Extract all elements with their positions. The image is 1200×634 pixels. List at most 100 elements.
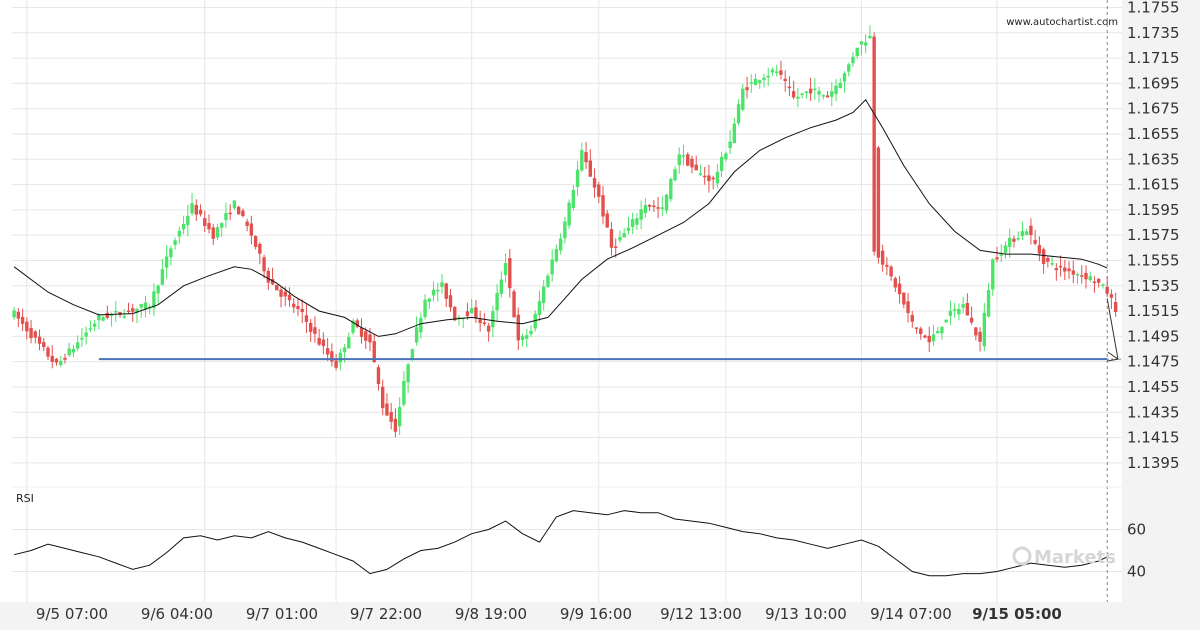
candle-bearish: [25, 321, 29, 332]
candle-bearish: [266, 270, 271, 283]
candle-bullish: [186, 215, 190, 226]
rsi-line: [13, 510, 1108, 577]
time-tick-label: 9/12 13:00: [660, 605, 742, 623]
time-tick-label: 9/6 04:00: [141, 605, 213, 623]
candle-bearish: [512, 291, 516, 318]
candle-bearish: [203, 218, 207, 227]
candle-bearish: [1109, 294, 1114, 298]
candle-bullish: [122, 316, 126, 318]
candle-bullish: [724, 153, 728, 160]
price-tick-label: 1.1675: [1127, 100, 1180, 118]
price-tick-label: 1.1595: [1127, 201, 1180, 219]
candle-bullish: [533, 313, 537, 329]
candle-bullish: [414, 327, 419, 343]
time-label-current: 9/15 05:00: [972, 605, 1062, 623]
candle-bearish: [779, 70, 783, 75]
candle-bullish: [563, 221, 567, 239]
candle-bullish: [775, 71, 779, 73]
candle-bearish: [325, 348, 330, 355]
candle-bearish: [304, 315, 309, 322]
candle-bullish: [800, 93, 804, 95]
candle-bearish: [241, 210, 245, 216]
candle-bullish: [397, 406, 402, 427]
candle-bullish: [440, 282, 444, 287]
price-tick-label: 1.1495: [1127, 327, 1180, 345]
candle-bearish: [707, 175, 711, 182]
candle-bearish: [258, 243, 262, 254]
price-tick-label: 1.1415: [1127, 429, 1180, 447]
candle-bearish: [923, 335, 927, 338]
candle-bearish: [787, 86, 792, 89]
candle-bearish: [919, 328, 923, 335]
candle-bullish: [1020, 231, 1025, 236]
candle-bearish: [482, 322, 487, 324]
candle-bearish: [393, 418, 398, 432]
candle-bullish: [567, 202, 571, 226]
candle-bearish: [825, 95, 830, 98]
time-tick-label: 9/7 22:00: [350, 605, 422, 623]
forecast-arrow-head: [1106, 351, 1120, 362]
time-tick-label: 9/5 07:00: [36, 605, 108, 623]
candle-bullish: [626, 227, 631, 231]
candle-bearish: [914, 327, 919, 329]
candle-bullish: [410, 349, 415, 359]
candle-bullish: [1101, 284, 1105, 286]
candle-bullish: [736, 104, 741, 124]
candle-bearish: [50, 355, 54, 362]
candle-bearish: [893, 278, 898, 288]
candle-bearish: [317, 337, 321, 345]
candle-bullish: [952, 309, 957, 311]
candle-bearish: [33, 331, 37, 338]
candle-bullish: [499, 279, 504, 294]
candle-bullish: [758, 80, 762, 84]
candle-bullish: [999, 254, 1003, 257]
candle-bearish: [1033, 240, 1037, 244]
candle-bearish: [686, 154, 690, 166]
candle-bearish: [702, 175, 707, 178]
candle-bullish: [749, 82, 753, 84]
candle-bullish: [402, 380, 406, 405]
candle-bullish: [986, 290, 991, 317]
candle-bullish: [114, 311, 118, 313]
price-tick-label: 1.1475: [1127, 353, 1180, 371]
moving-average: [13, 98, 1108, 337]
candle-bearish: [253, 235, 258, 247]
candle-bullish: [821, 95, 826, 97]
candle-bullish: [342, 347, 347, 353]
candle-bullish: [546, 275, 550, 287]
candle-bearish: [37, 336, 42, 344]
candle-bullish: [804, 91, 809, 93]
candle-bullish: [643, 205, 648, 214]
candle-bullish: [575, 169, 580, 187]
rsi-panel: [12, 486, 1122, 577]
candle-bullish: [338, 352, 343, 363]
candle-bearish: [308, 322, 313, 332]
candle-bullish: [719, 156, 724, 171]
candle-bearish: [245, 221, 249, 226]
candle-bearish: [364, 331, 368, 341]
candle-bearish: [978, 331, 982, 342]
candle-bearish: [597, 184, 601, 197]
candle-bearish: [974, 327, 978, 336]
candle-bullish: [1050, 263, 1054, 265]
candle-bullish: [753, 78, 758, 86]
time-axis-background: [0, 602, 1200, 630]
candle-bearish: [584, 152, 588, 163]
candle-bullish: [635, 218, 639, 225]
candle-bullish: [630, 219, 635, 227]
candle-bearish: [614, 246, 618, 248]
candle-bearish: [745, 87, 749, 91]
candle-bearish: [198, 209, 203, 215]
candle-bullish: [431, 289, 436, 296]
candle-bearish: [783, 78, 787, 82]
watermark-icon: [1012, 546, 1032, 566]
candle-bearish: [486, 325, 491, 332]
candle-bearish: [389, 412, 393, 422]
candle-bullish: [537, 301, 542, 315]
candle-bearish: [63, 357, 67, 360]
candle-bearish: [283, 291, 287, 297]
price-tick-label: 1.1455: [1127, 378, 1180, 396]
price-tick-label: 1.1515: [1127, 302, 1180, 320]
candle-bearish: [385, 403, 389, 416]
